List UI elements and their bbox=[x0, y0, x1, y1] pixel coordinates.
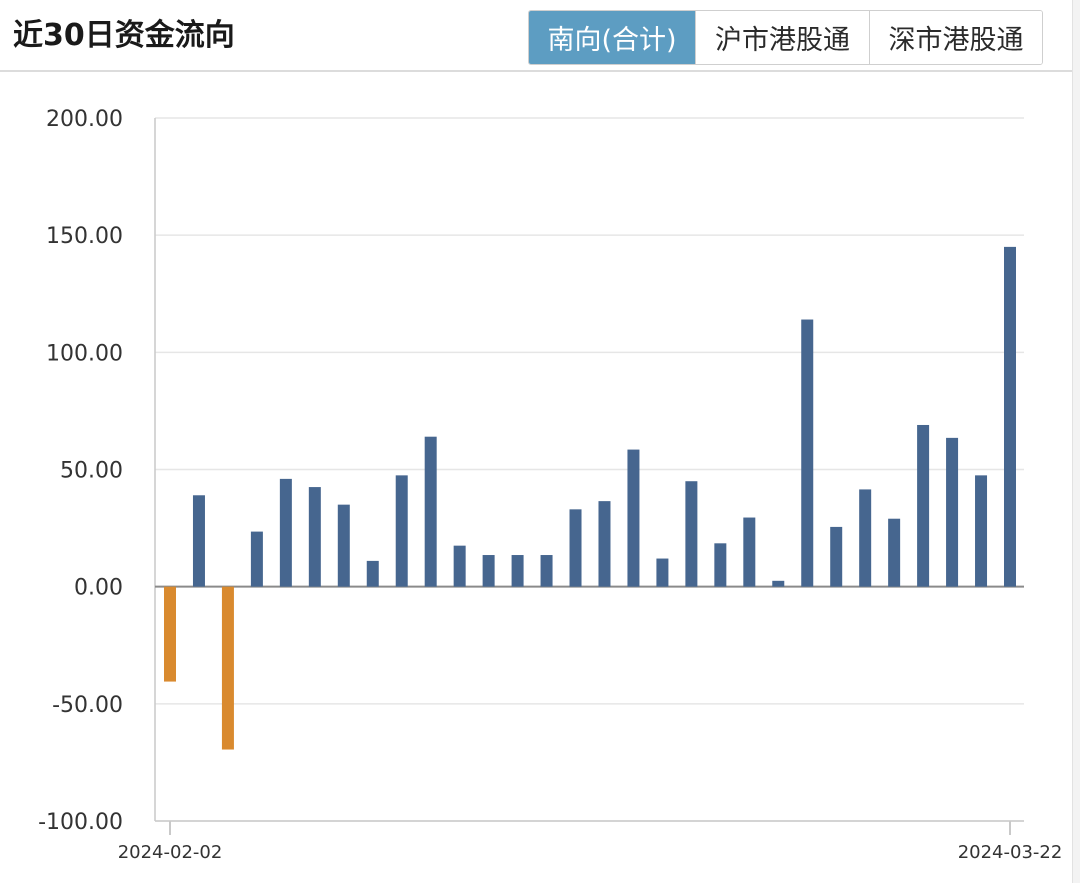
bar bbox=[685, 481, 698, 587]
bar bbox=[366, 560, 379, 587]
bar bbox=[598, 501, 611, 587]
bar bbox=[221, 586, 234, 750]
bar bbox=[424, 436, 437, 587]
bar bbox=[743, 517, 756, 587]
y-tick-label: -100.00 bbox=[38, 810, 123, 835]
y-tick-label: 0.00 bbox=[74, 576, 123, 601]
y-tick-label: 100.00 bbox=[46, 341, 123, 366]
bar bbox=[540, 555, 553, 587]
tab-group: 南向(合计) 沪市港股通 深市港股通 bbox=[528, 10, 1043, 65]
bar bbox=[975, 475, 988, 587]
tick-labels: 200.00 150.00 100.00 50.00 0.00 -50.00 -100.00… bbox=[38, 107, 1062, 863]
bar bbox=[453, 545, 466, 587]
bar bbox=[337, 504, 350, 587]
bar bbox=[250, 531, 263, 587]
bar bbox=[714, 543, 727, 587]
page-title: 近30日资金流向 bbox=[13, 18, 235, 53]
tab-shanghai-hk-connect[interactable]: 沪市港股通 bbox=[695, 11, 869, 64]
bars bbox=[164, 246, 1016, 750]
axes bbox=[154, 118, 1024, 835]
grid-lines bbox=[155, 117, 1024, 822]
bar bbox=[772, 580, 785, 587]
y-tick-label: -50.00 bbox=[52, 693, 123, 718]
bar bbox=[569, 509, 582, 587]
x-tick-label: 2024-03-22 bbox=[958, 842, 1063, 863]
bar bbox=[917, 424, 930, 587]
bar bbox=[511, 555, 524, 587]
x-tick-label: 2024-02-02 bbox=[118, 842, 223, 863]
bar bbox=[279, 478, 292, 587]
header: 近30日资金流向 南向(合计) 沪市港股通 深市港股通 bbox=[0, 0, 1072, 72]
bar bbox=[164, 586, 176, 682]
tab-shenzhen-hk-connect[interactable]: 深市港股通 bbox=[869, 11, 1042, 64]
y-tick-label: 200.00 bbox=[46, 107, 123, 132]
y-tick-label: 50.00 bbox=[60, 459, 123, 484]
bar bbox=[1004, 246, 1016, 587]
bar bbox=[946, 437, 959, 587]
scrollbar-edge bbox=[1072, 0, 1080, 883]
bar bbox=[888, 518, 901, 587]
bar bbox=[859, 489, 872, 587]
bar bbox=[830, 526, 843, 587]
y-tick-label: 150.00 bbox=[46, 224, 123, 249]
bar bbox=[308, 487, 321, 587]
bar bbox=[627, 449, 640, 587]
bar bbox=[395, 475, 408, 587]
bar bbox=[192, 495, 205, 587]
bar bbox=[656, 558, 669, 587]
fund-flow-bar-chart: 200.00 150.00 100.00 50.00 0.00 -50.00 -100.00… bbox=[38, 107, 1062, 863]
bar bbox=[801, 319, 814, 587]
bar bbox=[482, 555, 495, 587]
tab-southbound-total[interactable]: 南向(合计) bbox=[529, 11, 695, 64]
